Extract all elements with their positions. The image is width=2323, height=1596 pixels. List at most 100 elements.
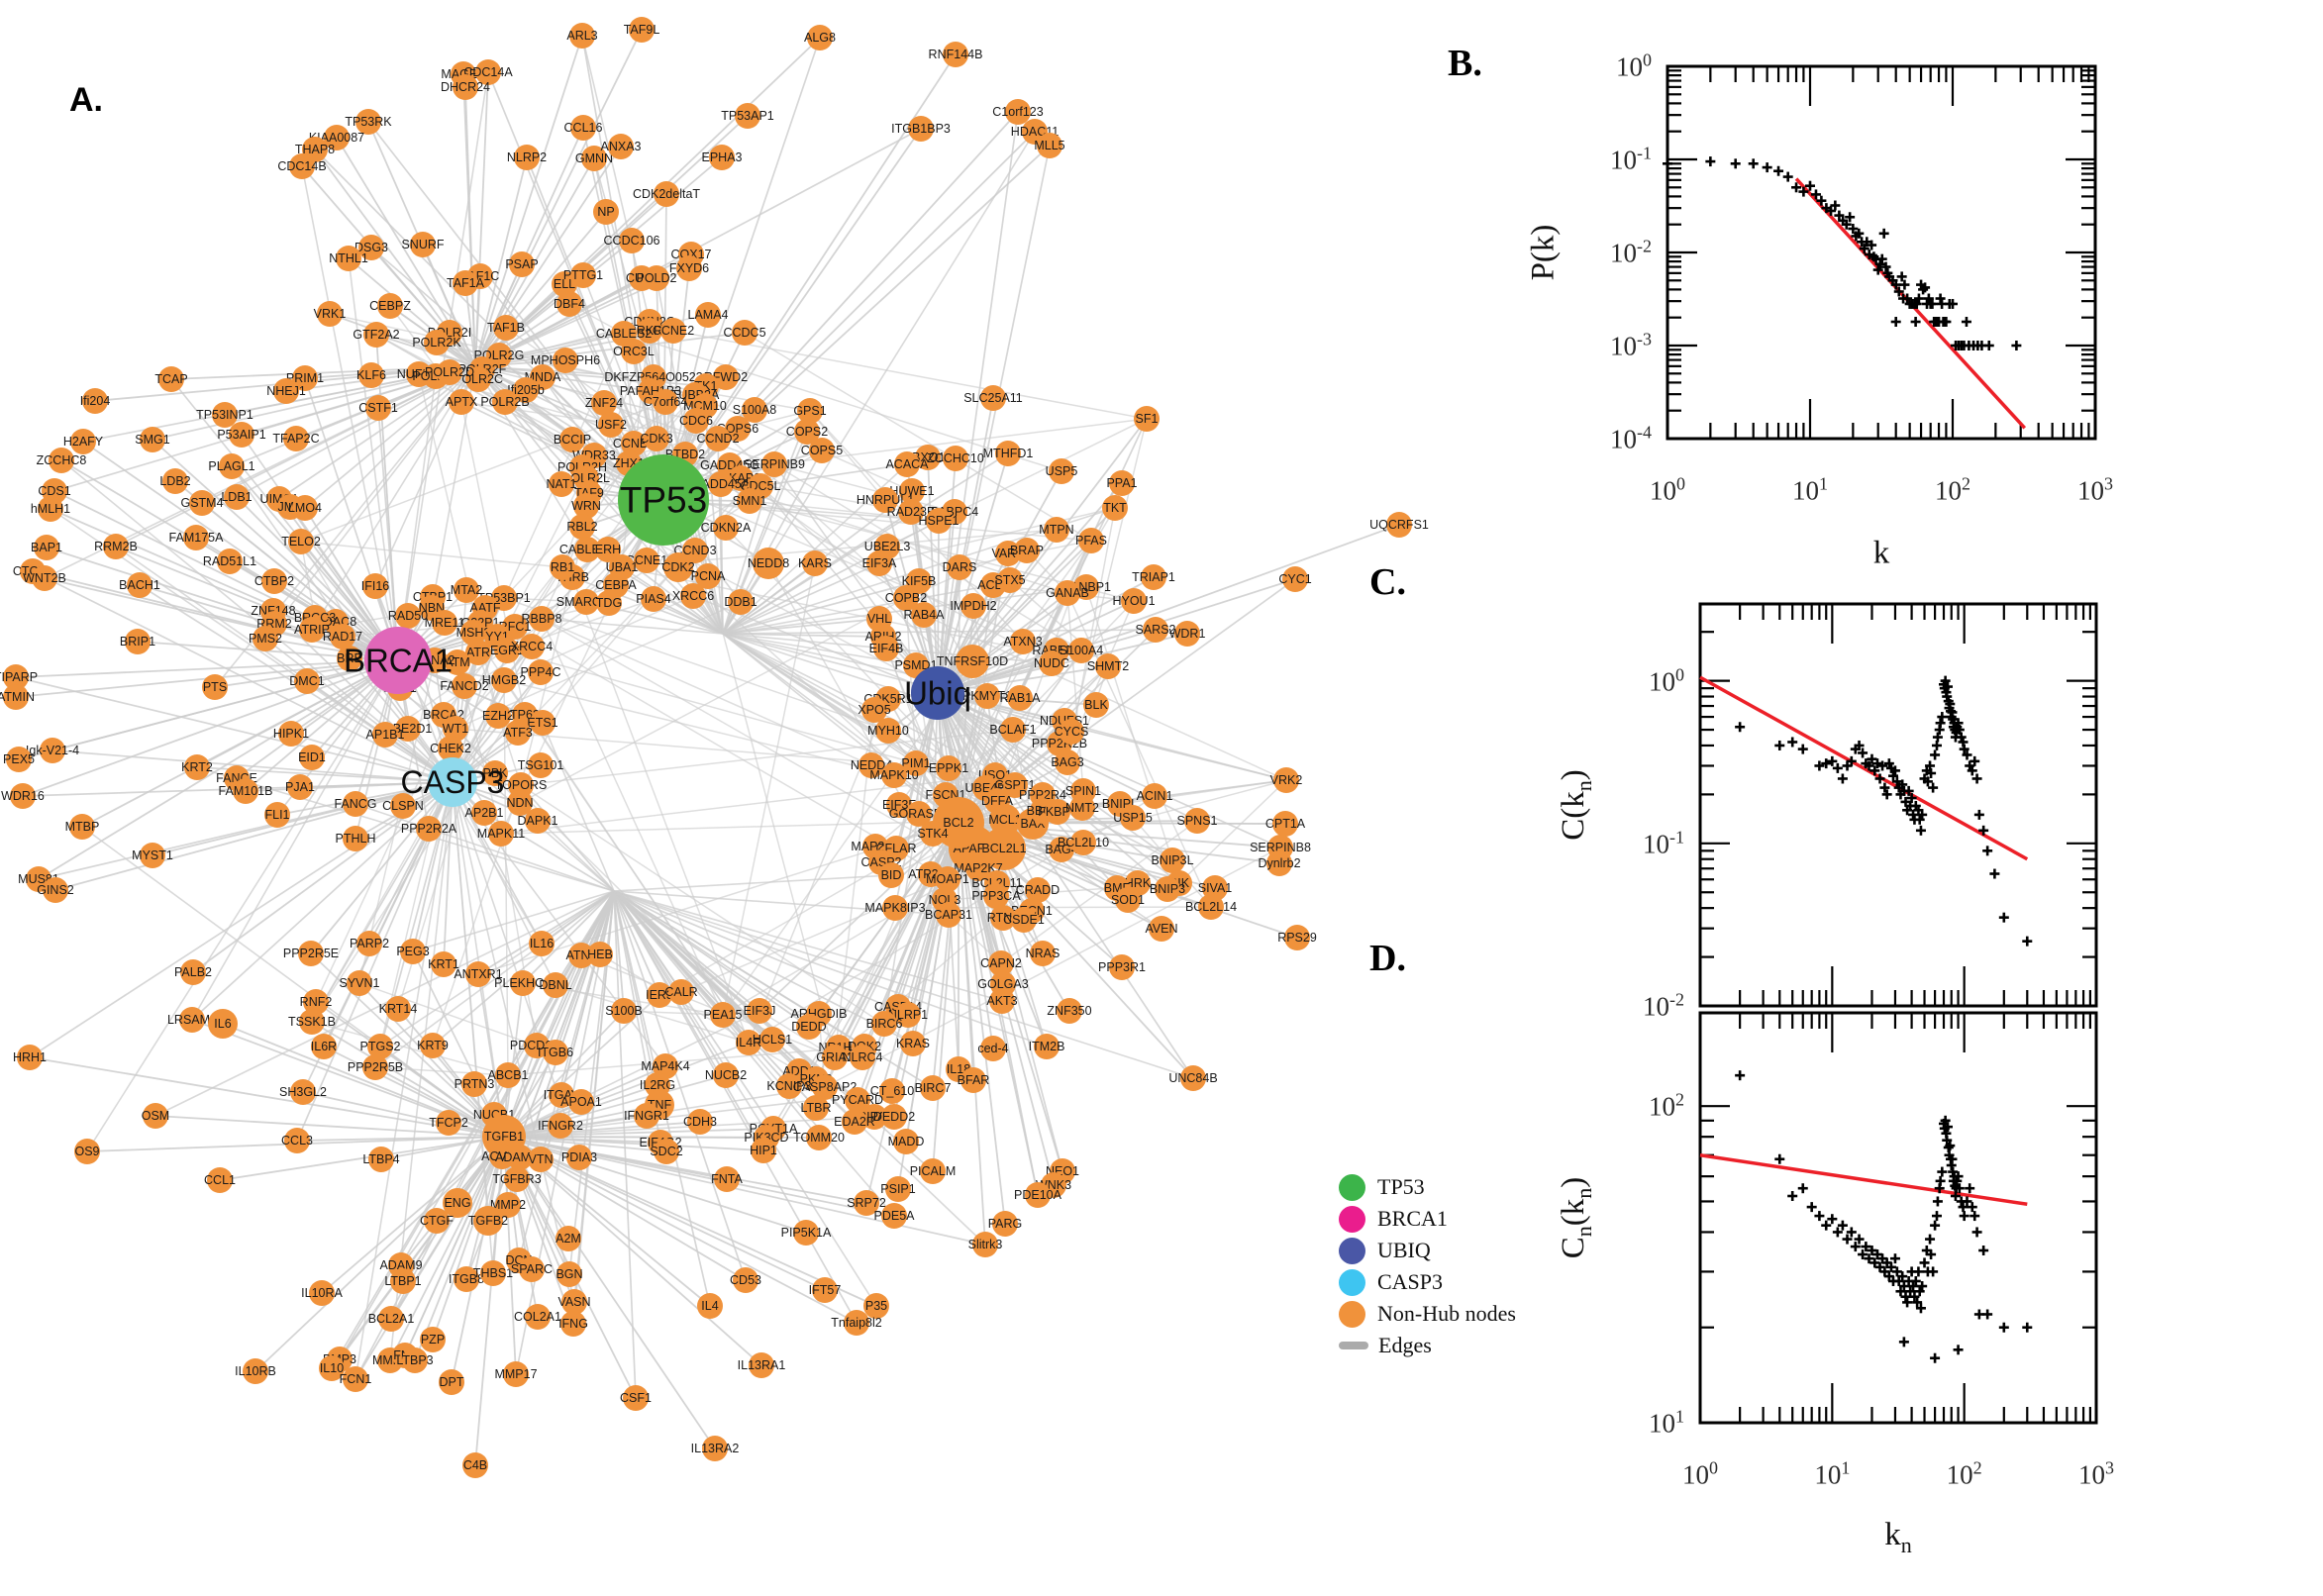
- network-node: [460, 620, 486, 646]
- network-node-label: POLR2B: [480, 395, 529, 409]
- network-node: [356, 931, 382, 956]
- network-node: [10, 783, 36, 809]
- network-node: [1180, 1065, 1206, 1091]
- network-node-label: ZNF148: [251, 604, 295, 618]
- network-node-label: EPPK1: [929, 761, 968, 775]
- network-node-label: UQCRFS1: [1369, 518, 1429, 532]
- network-node: [1095, 653, 1121, 679]
- network-node: [621, 431, 647, 456]
- network-edge: [506, 649, 917, 764]
- network-node-label: SRP72: [847, 1196, 886, 1210]
- network-edge: [500, 833, 538, 1047]
- network-node-label: FLI1: [264, 808, 289, 822]
- network-node-label: MAP4K4: [641, 1059, 689, 1073]
- network-edge: [593, 394, 696, 456]
- network-node-label: TP53INP1: [196, 408, 253, 422]
- fit-line: [1699, 1152, 2028, 1206]
- network-node-label: RAB4A: [904, 608, 946, 622]
- network-node: [493, 315, 519, 341]
- network-node: [492, 389, 518, 415]
- network-node-label: CSDE1: [1003, 913, 1045, 927]
- network-node: [911, 602, 937, 628]
- legend-item: CASP3: [1339, 1266, 1516, 1298]
- network-node-label: VASN: [557, 1295, 590, 1309]
- network-node: [465, 640, 491, 665]
- network-node: [882, 895, 908, 921]
- network-node-label: TOMM20: [793, 1131, 845, 1145]
- network-node-label: EIF4B: [869, 642, 904, 655]
- network-node-label: AKT3: [986, 994, 1017, 1008]
- network-node: [103, 534, 129, 559]
- network-node: [822, 1045, 848, 1070]
- network-node-label: PARG: [988, 1217, 1023, 1231]
- network-node-label: MSH2: [456, 626, 491, 640]
- network-node-label: ARL3: [566, 29, 597, 43]
- network-node: [264, 802, 290, 828]
- network-node: [629, 17, 655, 43]
- network-node-label: LDB2: [159, 474, 190, 488]
- network-node-label: ZNF24: [585, 396, 623, 410]
- network-edge: [454, 728, 773, 1041]
- network-node: [503, 1361, 529, 1387]
- network-node-label: CYCS: [1055, 725, 1089, 739]
- legend-color-dot: [1339, 1237, 1365, 1264]
- network-node: [906, 801, 932, 827]
- network-node-label: PZP: [421, 1333, 445, 1347]
- network-node-label: PEA15: [704, 1008, 743, 1022]
- network-edge: [452, 781, 543, 945]
- network-node: [1155, 876, 1180, 902]
- network-node-label: NDN: [506, 796, 533, 810]
- network-node-label: TSSK1B: [288, 1015, 336, 1029]
- network-node-label: PMS2: [249, 632, 282, 646]
- network-node-label: FAM175A: [169, 531, 225, 545]
- network-node: [319, 1355, 345, 1381]
- network-node: [438, 736, 463, 761]
- network-node-label: IFNGR2: [538, 1119, 583, 1133]
- network-edge: [474, 275, 481, 367]
- network-node-label: PTGS2: [360, 1040, 401, 1053]
- network-node: [995, 441, 1021, 466]
- network-node-label: PCNA: [691, 569, 726, 583]
- network-node: [432, 610, 457, 636]
- network-node-label: Ifi205b: [507, 383, 545, 397]
- network-node: [861, 697, 887, 723]
- network-node-label: WDR16: [1, 789, 45, 803]
- network-node-label: IL4R: [736, 1036, 761, 1049]
- network-edge: [773, 463, 1082, 651]
- network-node: [705, 426, 731, 451]
- network-node: [990, 905, 1016, 931]
- network-node: [751, 1138, 776, 1163]
- network-node-label: UBE2L3: [864, 540, 911, 553]
- network-node: [735, 103, 760, 129]
- network-node: [566, 1145, 592, 1170]
- network-node-label: BID: [881, 868, 902, 882]
- network-node-label: VTN: [529, 1152, 554, 1166]
- network-node: [513, 377, 539, 403]
- network-node-label: HYOU1: [1112, 594, 1155, 608]
- network-node: [878, 862, 904, 888]
- network-node-label: RRM2B: [94, 540, 138, 553]
- network-node-label: STX5: [994, 573, 1025, 587]
- network-edge: [443, 781, 454, 965]
- network-node-label: TGFB1: [484, 1130, 524, 1144]
- network-node: [494, 638, 520, 663]
- network-node-label: BRE: [337, 651, 362, 665]
- network-node: [1037, 133, 1062, 158]
- network-node: [453, 270, 478, 296]
- network-node: [289, 153, 315, 179]
- network-edge: [722, 562, 880, 635]
- network-node: [229, 422, 254, 448]
- network-edge: [503, 1074, 727, 1138]
- network-node-label: PPP3CA: [971, 889, 1021, 903]
- network-node-label: PEX5: [3, 752, 35, 766]
- network-node: [363, 322, 389, 348]
- network-node-label: BCLAF1: [989, 723, 1036, 737]
- network-node: [709, 145, 735, 170]
- network-node-label: FKBP8: [1038, 805, 1077, 819]
- network-edge: [452, 781, 575, 1303]
- network-node: [965, 855, 991, 881]
- network-node: [317, 301, 343, 327]
- network-node: [143, 1103, 168, 1129]
- network-edge: [808, 822, 960, 1028]
